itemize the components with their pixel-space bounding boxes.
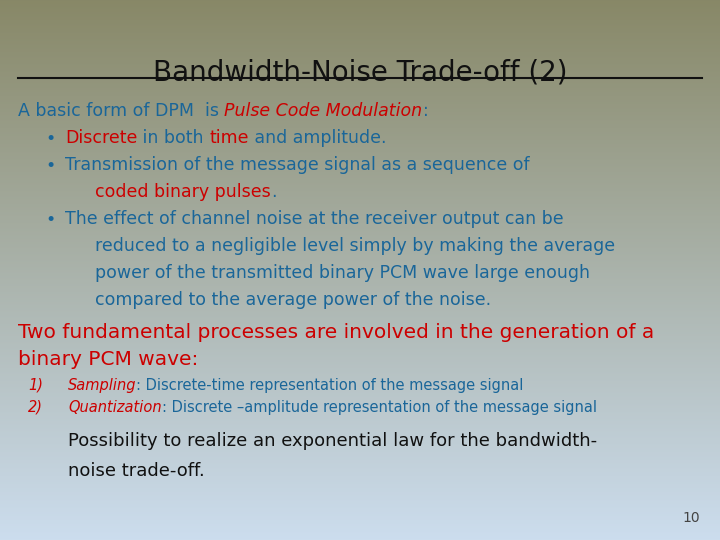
Text: power of the transmitted binary PCM wave large enough: power of the transmitted binary PCM wave… [95, 264, 590, 282]
Text: The effect of channel noise at the receiver output can be: The effect of channel noise at the recei… [65, 210, 564, 228]
Text: and amplitude.: and amplitude. [249, 129, 387, 147]
Text: 1): 1) [28, 378, 43, 393]
Text: •: • [45, 157, 55, 175]
Text: A basic form of DPM  is: A basic form of DPM is [18, 102, 225, 120]
Text: Possibility to realize an exponential law for the bandwidth-: Possibility to realize an exponential la… [68, 432, 597, 450]
Text: Transmission of the message signal as a sequence of: Transmission of the message signal as a … [65, 156, 530, 174]
Text: Sampling: Sampling [68, 378, 137, 393]
Text: : Discrete-time representation of the message signal: : Discrete-time representation of the me… [137, 378, 524, 393]
Text: : Discrete –amplitude representation of the message signal: : Discrete –amplitude representation of … [161, 400, 597, 415]
Text: .: . [271, 183, 276, 201]
Text: reduced to a negligible level simply by making the average: reduced to a negligible level simply by … [95, 237, 615, 255]
Text: 2): 2) [28, 400, 43, 415]
Text: coded binary pulses: coded binary pulses [95, 183, 271, 201]
Text: Pulse Code Modulation: Pulse Code Modulation [225, 102, 423, 120]
Text: binary PCM wave:: binary PCM wave: [18, 350, 199, 369]
Text: time: time [210, 129, 249, 147]
Text: compared to the average power of the noise.: compared to the average power of the noi… [95, 291, 491, 309]
Text: Discrete: Discrete [65, 129, 138, 147]
Text: Bandwidth-Noise Trade-off (2): Bandwidth-Noise Trade-off (2) [153, 58, 567, 86]
Text: Quantization: Quantization [68, 400, 161, 415]
Text: Two fundamental processes are involved in the generation of a: Two fundamental processes are involved i… [18, 323, 654, 342]
Text: •: • [45, 130, 55, 148]
Text: noise trade-off.: noise trade-off. [68, 462, 204, 480]
Text: :: : [423, 102, 428, 120]
Text: in both: in both [138, 129, 210, 147]
Text: •: • [45, 211, 55, 229]
Text: 10: 10 [683, 511, 700, 525]
